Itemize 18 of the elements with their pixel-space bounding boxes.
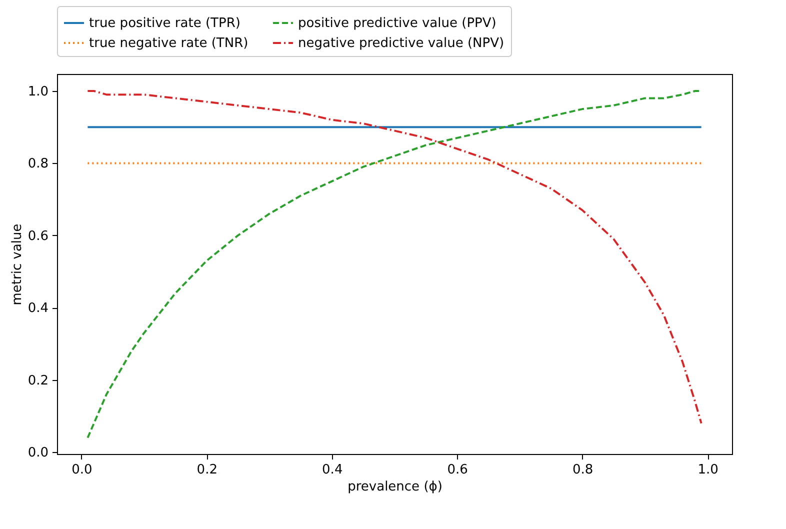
y-tick-label: 1.0 bbox=[28, 84, 48, 100]
x-tick-label: 0.8 bbox=[572, 462, 594, 478]
y-tick-label: 0.0 bbox=[28, 446, 48, 461]
y-tick-label: 0.4 bbox=[28, 301, 48, 316]
legend-label: negative predictive value (NPV) bbox=[298, 36, 504, 51]
x-tick-label: 0.6 bbox=[447, 462, 468, 478]
x-tick-label: 0.4 bbox=[322, 462, 343, 478]
x-tick-label: 0.0 bbox=[72, 462, 92, 478]
x-axis-title: prevalence (ϕ) bbox=[348, 480, 442, 494]
x-tick-label: 1.0 bbox=[698, 462, 718, 478]
y-tick-label: 0.8 bbox=[28, 156, 48, 172]
legend-label: true positive rate (TPR) bbox=[89, 16, 240, 31]
y-tick-label: 0.2 bbox=[28, 373, 48, 388]
x-tick-label: 0.2 bbox=[196, 462, 218, 478]
y-tick-label: 0.6 bbox=[28, 228, 48, 244]
y-axis-title: metric value bbox=[10, 224, 25, 306]
legend-label: true negative rate (TNR) bbox=[89, 36, 248, 51]
legend-label: positive predictive value (PPV) bbox=[298, 16, 496, 31]
